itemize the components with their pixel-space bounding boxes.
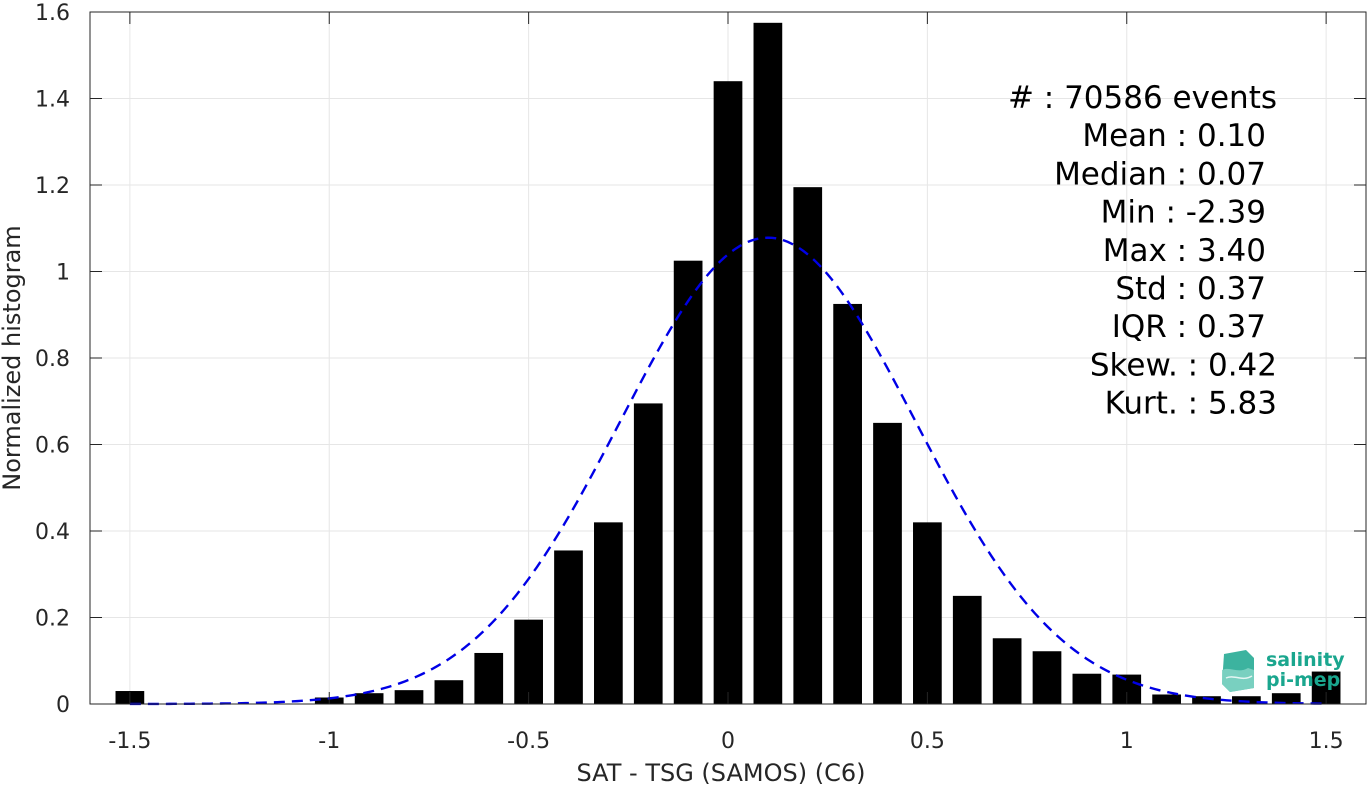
y-tick-label: 0.8 <box>35 347 70 372</box>
histogram-bar <box>354 693 384 704</box>
y-tick-label: 1.6 <box>35 1 70 26</box>
x-axis-ticks: -1.5 -1 -0.5 0 0.5 1 1.5 <box>108 12 1344 754</box>
histogram-bar <box>753 22 783 704</box>
histogram-bar <box>1192 696 1221 704</box>
y-axis-label: Normalized histogram <box>0 225 26 490</box>
x-tick-label: -1.5 <box>108 729 151 754</box>
y-tick-label: 0.6 <box>35 434 70 459</box>
histogram-bar <box>1232 696 1261 704</box>
y-tick-label: 0.2 <box>35 607 70 632</box>
logo-line2: pi-mep <box>1266 669 1340 691</box>
histogram-bar <box>554 550 583 704</box>
y-tick-label: 1.4 <box>35 88 70 113</box>
histogram-bar <box>952 595 982 704</box>
logo-graphic-icon <box>1222 650 1254 692</box>
x-tick-label: -1 <box>318 729 340 754</box>
histogram-bar <box>514 619 543 704</box>
histogram-bar <box>1271 693 1301 704</box>
histogram-bar <box>594 522 623 704</box>
stat-line: IQR : 0.37 <box>1112 309 1266 345</box>
stat-line: Max : 3.40 <box>1103 233 1266 269</box>
salinity-pi-mep-logo: salinity pi-mep <box>1222 649 1345 692</box>
stat-line: # : 70586 events <box>1008 80 1277 116</box>
histogram-bar <box>1152 694 1181 704</box>
x-tick-label: 1 <box>1120 729 1134 754</box>
y-tick-label: 0.4 <box>35 520 70 545</box>
y-tick-label: 0 <box>56 693 70 718</box>
y-axis-ticks: 0 0.2 0.4 0.6 0.8 1 1.2 1.4 1.6 <box>35 1 1366 718</box>
stat-line: Median : 0.07 <box>1054 156 1266 192</box>
histogram-bar <box>394 690 424 704</box>
stat-line: Skew. : 0.42 <box>1090 347 1277 383</box>
logo-line1: salinity <box>1266 649 1345 671</box>
x-tick-label: -0.5 <box>507 729 550 754</box>
x-axis-label: SAT - TSG (SAMOS) (C6) <box>577 759 866 785</box>
histogram-bar <box>1072 673 1102 704</box>
histogram-bar <box>633 403 663 704</box>
x-tick-label: 0.5 <box>910 729 945 754</box>
histogram-bar <box>713 81 743 704</box>
histogram-bar <box>833 303 862 704</box>
stat-line: Kurt. : 5.83 <box>1105 386 1277 422</box>
stat-line: Mean : 0.10 <box>1082 118 1266 154</box>
y-tick-label: 1 <box>56 261 70 286</box>
histogram-bar <box>793 187 823 705</box>
histogram-bar <box>913 522 942 704</box>
histogram-bar <box>992 638 1022 704</box>
stat-line: Std : 0.37 <box>1115 271 1266 307</box>
stat-line: Min : -2.39 <box>1101 195 1266 231</box>
histogram-bar <box>673 260 703 704</box>
histogram-bar <box>1032 651 1062 704</box>
x-tick-label: 1.5 <box>1309 729 1344 754</box>
histogram-bar <box>474 652 504 704</box>
x-tick-label: 0 <box>721 729 735 754</box>
histogram-bar <box>434 680 464 704</box>
y-tick-label: 1.2 <box>35 174 70 199</box>
histogram-bar <box>873 422 902 704</box>
